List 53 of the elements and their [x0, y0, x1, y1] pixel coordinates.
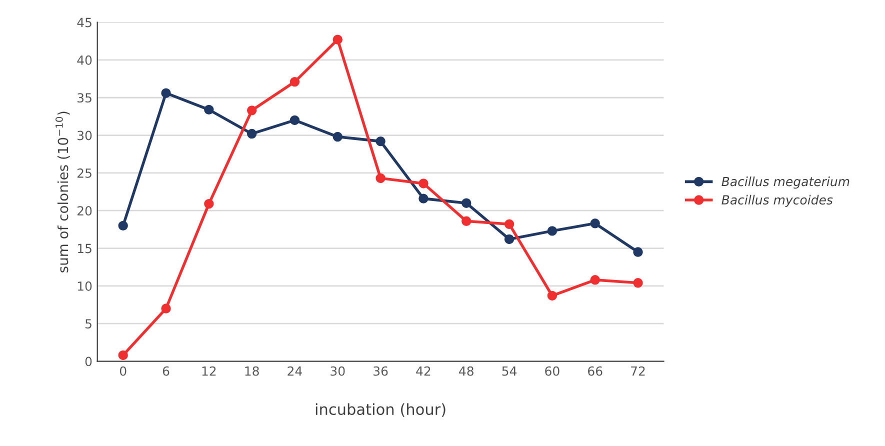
- point: [462, 198, 472, 208]
- point: [590, 275, 600, 285]
- point: [462, 216, 472, 226]
- point: [204, 198, 214, 209]
- point: [161, 304, 171, 314]
- point: [332, 132, 342, 142]
- point: [590, 218, 600, 228]
- y-tick-label: 35: [78, 93, 92, 103]
- point: [376, 136, 386, 146]
- x-tick-label: 6: [162, 366, 170, 376]
- x-tick-label: 42: [416, 366, 430, 376]
- x-axis-title: incubation (hour): [316, 403, 446, 417]
- x-tick-label: 18: [245, 366, 259, 376]
- point: [161, 88, 171, 98]
- point: [633, 247, 643, 257]
- x-tick-label: 60: [545, 366, 560, 376]
- point: [547, 226, 558, 236]
- legend-label: Bacillus megaterium: [722, 176, 850, 189]
- point: [504, 219, 514, 230]
- point: [332, 34, 342, 44]
- point: [118, 350, 128, 360]
- x-tick-label: 30: [330, 366, 345, 376]
- point: [118, 220, 128, 231]
- x-tick-label: 12: [202, 366, 216, 376]
- y-tick-label: 20: [78, 206, 92, 216]
- y-axis-title: sum of colonies (10$^{−10}$): [56, 112, 70, 272]
- x-tick-label: 54: [502, 366, 517, 376]
- x-tick-label: 48: [459, 366, 474, 376]
- y-tick-label: 0: [85, 356, 92, 366]
- x-tick-label: 0: [120, 366, 126, 376]
- y-tick-label: 45: [77, 18, 92, 28]
- point: [246, 106, 257, 116]
- point: [376, 173, 386, 184]
- x-tick-label: 66: [588, 366, 602, 376]
- y-tick-label: 10: [78, 281, 92, 291]
- legend-label: Bacillus mycoides: [722, 194, 833, 208]
- point: [204, 104, 214, 115]
- y-tick-label: 5: [86, 319, 92, 329]
- point: [547, 290, 558, 301]
- y-tick-label: 30: [78, 130, 92, 140]
- point: [418, 178, 428, 188]
- point: [504, 234, 514, 244]
- y-tick-label: 15: [78, 244, 92, 254]
- x-tick-label: 36: [374, 366, 388, 376]
- x-tick-label: 24: [288, 366, 302, 376]
- x-tick-label: 72: [631, 366, 645, 376]
- point: [246, 128, 257, 139]
- y-tick-label: 40: [77, 55, 92, 65]
- point: [290, 115, 300, 126]
- y-tick-label: 25: [78, 168, 92, 178]
- point: [290, 76, 300, 87]
- point: [418, 194, 428, 204]
- point: [633, 278, 643, 288]
